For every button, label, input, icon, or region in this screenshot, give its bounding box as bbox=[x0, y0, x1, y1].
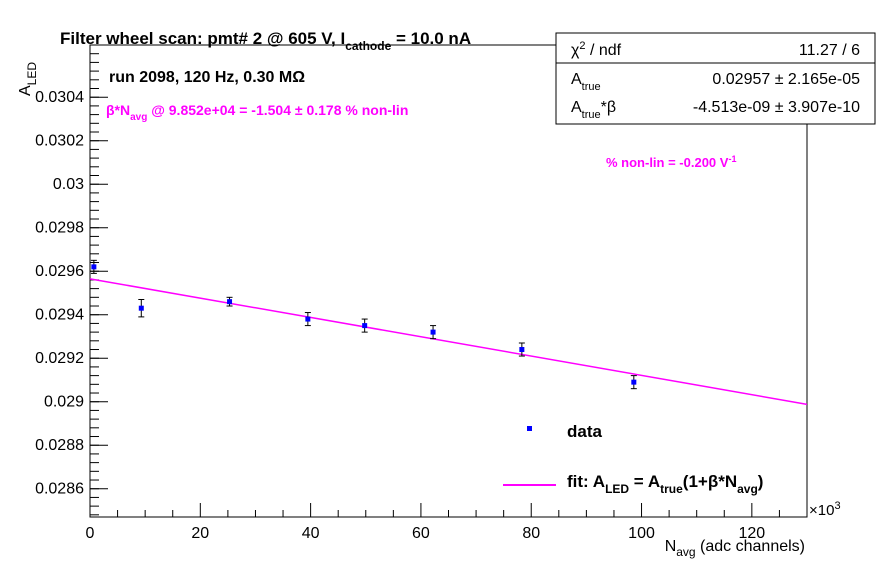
y-tick-label: 0.0298 bbox=[35, 220, 84, 237]
x-tick-label: 0 bbox=[86, 525, 95, 542]
y-tick-label: 0.0288 bbox=[35, 437, 84, 454]
data-point bbox=[138, 305, 144, 311]
stats-box: χ2 / ndf 11.27 / 6 Atrue 0.02957 ± 2.165… bbox=[555, 32, 876, 125]
stats-value-atrue: 0.02957 ± 2.165e-05 bbox=[712, 71, 860, 88]
x-tick-label: 60 bbox=[412, 525, 430, 542]
x-axis-label: Navg (adc channels) bbox=[665, 538, 805, 559]
x-axis-multiplier: ×103 bbox=[809, 500, 841, 519]
legend-fit-label: fit: ALED = Atrue(1+β*Navg) bbox=[567, 472, 763, 496]
x-tick-label: 20 bbox=[191, 525, 209, 542]
y-tick-label: 0.0296 bbox=[35, 263, 84, 280]
y-tick-label: 0.03 bbox=[53, 176, 84, 193]
data-point bbox=[305, 316, 311, 322]
legend: data fit: ALED = Atrue(1+β*Navg) bbox=[503, 422, 763, 496]
stats-value-chi2: 11.27 / 6 bbox=[799, 42, 860, 59]
data-point bbox=[91, 264, 97, 270]
y-tick-labels: 0.0286 0.0288 0.029 0.0292 0.0294 0.0296 0.029… bbox=[35, 89, 84, 498]
stats-label-atrue: Atrue bbox=[571, 71, 601, 93]
run-label: run 2098, 120 Hz, 0.30 MΩ bbox=[109, 69, 305, 86]
data-point bbox=[631, 379, 637, 385]
stats-label-chi2: χ2 / ndf bbox=[571, 40, 622, 59]
x-tick-label: 40 bbox=[302, 525, 320, 542]
x-tick-label: 120 bbox=[738, 525, 765, 542]
y-tick-label: 0.0294 bbox=[35, 307, 84, 324]
y-tick-label: 0.0302 bbox=[35, 133, 84, 150]
y-tick-label: 0.0304 bbox=[35, 89, 84, 106]
data-point bbox=[519, 347, 525, 353]
chart-title: Filter wheel scan: pmt# 2 @ 605 V, Icath… bbox=[60, 29, 471, 53]
x-tick-label: 80 bbox=[522, 525, 540, 542]
legend-data-marker bbox=[527, 426, 532, 431]
y-tick-label: 0.0286 bbox=[35, 481, 84, 498]
x-tick-labels: 0 20 40 60 80 100 120 bbox=[86, 525, 766, 542]
y-tick-label: 0.029 bbox=[44, 394, 84, 411]
fit-line bbox=[89, 278, 808, 406]
x-tick-label: 100 bbox=[628, 525, 655, 542]
stats-label-atrue-beta: Atrue*β bbox=[571, 99, 616, 121]
data-point bbox=[227, 299, 233, 305]
data-point bbox=[362, 323, 368, 329]
stats-value-atrue-beta: -4.513e-09 ± 3.907e-10 bbox=[693, 99, 860, 116]
data-points bbox=[90, 259, 637, 390]
data-point bbox=[430, 329, 436, 335]
nonlin-label: % non-lin = -0.200 V-1 bbox=[606, 154, 736, 170]
beta-label: β*Navg @ 9.852e+04 = -1.504 ± 0.178 % no… bbox=[106, 102, 408, 123]
y-tick-label: 0.0292 bbox=[35, 350, 84, 367]
legend-data-label: data bbox=[567, 422, 603, 441]
y-axis-label: ALED bbox=[17, 62, 39, 96]
